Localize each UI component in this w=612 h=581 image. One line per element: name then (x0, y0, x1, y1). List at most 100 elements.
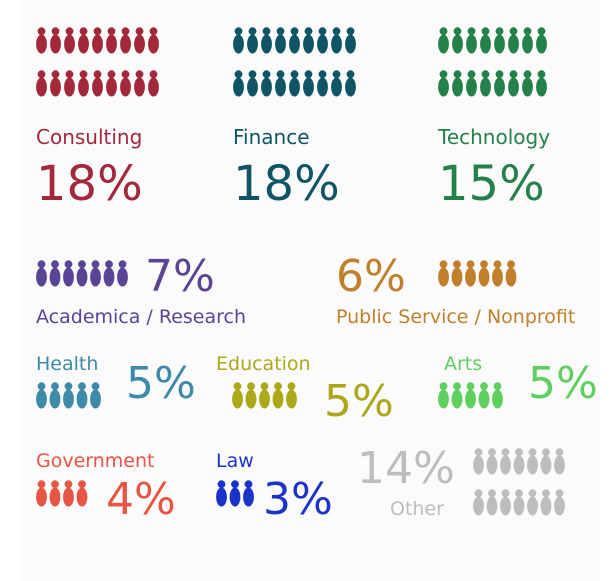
person-icon (438, 27, 449, 54)
health-value: 5% (126, 358, 196, 409)
government-value: 4% (106, 474, 176, 525)
person-icon (508, 70, 519, 97)
person-icon (536, 27, 547, 54)
person-icon (243, 480, 254, 507)
person-icon (527, 489, 538, 516)
person-icon (148, 27, 159, 54)
person-icon (148, 70, 159, 97)
person-icon (92, 27, 103, 54)
person-icon (317, 27, 328, 54)
consulting-icons (36, 27, 159, 97)
person-icon (473, 489, 484, 516)
academica-research-label: Academica / Research (36, 306, 247, 328)
law-value: 3% (263, 474, 333, 525)
government-label: Government (36, 450, 155, 472)
person-icon (36, 27, 47, 54)
public-service-nonprofit-value: 6% (336, 251, 406, 302)
person-icon (134, 70, 145, 97)
person-icon (275, 27, 286, 54)
other-value: 14% (357, 443, 455, 494)
person-icon (522, 70, 533, 97)
person-icon (554, 448, 565, 475)
person-icon (438, 70, 449, 97)
health-icons (36, 382, 101, 409)
person-icon (345, 70, 356, 97)
person-icon (120, 27, 131, 54)
education-value: 5% (324, 376, 394, 427)
person-icon (480, 27, 491, 54)
law-label: Law (216, 450, 254, 472)
person-icon (289, 70, 300, 97)
person-icon (492, 260, 503, 287)
person-icon (36, 70, 47, 97)
person-icon (478, 260, 490, 287)
other-label: Other (390, 498, 444, 520)
person-icon (540, 448, 552, 475)
person-icon (465, 382, 476, 409)
person-icon (494, 27, 505, 54)
person-icon (63, 480, 74, 507)
technology-value: 15% (438, 156, 545, 212)
person-icon (90, 260, 101, 287)
chart-background (20, 0, 600, 581)
person-icon (554, 489, 565, 516)
technology-icons (438, 27, 547, 97)
person-icon (50, 27, 61, 54)
person-icon (245, 382, 257, 409)
person-icon (478, 382, 490, 409)
person-icon (451, 382, 463, 409)
person-icon (494, 70, 505, 97)
person-icon (233, 27, 244, 54)
education-label: Education (216, 353, 311, 375)
person-icon (508, 27, 519, 54)
person-icon (106, 27, 117, 54)
person-icon (64, 27, 75, 54)
person-icon (233, 70, 244, 97)
public-service-nonprofit-label: Public Service / Nonprofit (336, 306, 576, 328)
person-icon (486, 489, 498, 516)
technology-label: Technology (438, 125, 551, 149)
person-icon (500, 489, 511, 516)
person-icon (275, 70, 286, 97)
person-icon (76, 260, 88, 287)
arts-label: Arts (444, 353, 483, 375)
person-icon (540, 489, 552, 516)
person-icon (331, 70, 342, 97)
person-icon (473, 448, 484, 475)
government-icons (36, 480, 88, 507)
person-icon (438, 382, 449, 409)
person-icon (106, 70, 117, 97)
person-icon (303, 27, 314, 54)
person-icon (317, 70, 328, 97)
person-icon (78, 70, 89, 97)
academica-research-icons (36, 260, 128, 287)
consulting-label: Consulting (36, 125, 143, 149)
person-icon (63, 382, 74, 409)
person-icon (216, 480, 227, 507)
person-icon (272, 382, 284, 409)
person-icon (92, 70, 103, 97)
person-icon (466, 27, 477, 54)
person-icon (513, 489, 525, 516)
person-icon (261, 70, 272, 97)
person-icon (50, 70, 61, 97)
arts-icons (438, 382, 503, 409)
person-icon (134, 27, 145, 54)
consulting-value: 18% (36, 156, 143, 212)
person-icon (36, 382, 47, 409)
person-icon (527, 448, 538, 475)
health-label: Health (36, 353, 99, 375)
person-icon (513, 448, 525, 475)
person-icon (49, 480, 61, 507)
person-icon (247, 27, 258, 54)
person-icon (480, 70, 491, 97)
person-icon (536, 70, 547, 97)
person-icon (103, 260, 115, 287)
person-icon (465, 260, 476, 287)
person-icon (289, 27, 300, 54)
academica-research-value: 7% (145, 251, 215, 302)
person-icon (466, 70, 477, 97)
person-icon (76, 382, 88, 409)
person-icon (345, 27, 356, 54)
person-icon (247, 70, 258, 97)
